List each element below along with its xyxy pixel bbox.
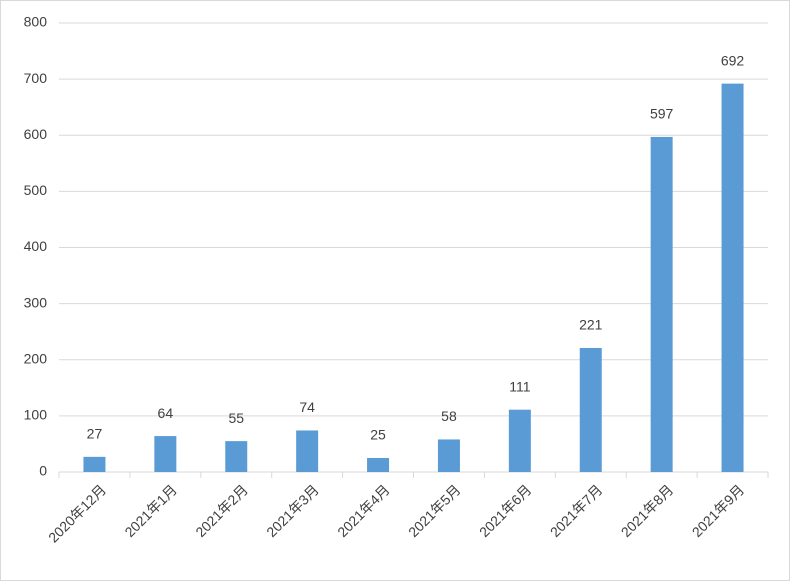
- data-label: 221: [579, 317, 603, 333]
- y-tick-label: 200: [24, 350, 48, 366]
- data-label: 597: [650, 106, 674, 122]
- y-tick-label: 100: [24, 407, 48, 423]
- bar: [296, 430, 319, 472]
- y-tick-label: 800: [24, 14, 48, 30]
- bar: [83, 456, 106, 472]
- bar: [437, 439, 460, 472]
- y-tick-label: 0: [39, 463, 47, 479]
- bar: [225, 441, 248, 472]
- bar: [579, 347, 602, 472]
- bar: [721, 83, 744, 473]
- data-label: 64: [158, 405, 174, 421]
- data-label: 25: [370, 427, 386, 443]
- y-tick-label: 500: [24, 182, 48, 198]
- bar: [508, 409, 531, 472]
- data-label: 692: [721, 52, 745, 68]
- y-tick-label: 400: [24, 238, 48, 254]
- data-label: 74: [299, 399, 315, 415]
- bar: [367, 457, 390, 472]
- data-label: 27: [87, 426, 103, 442]
- y-tick-label: 600: [24, 126, 48, 142]
- bar: [154, 436, 177, 472]
- data-label: 55: [228, 410, 244, 426]
- y-tick-label: 700: [24, 70, 48, 86]
- y-tick-label: 300: [24, 294, 48, 310]
- data-label: 111: [509, 378, 530, 394]
- bar: [650, 136, 673, 472]
- data-label: 58: [441, 408, 457, 424]
